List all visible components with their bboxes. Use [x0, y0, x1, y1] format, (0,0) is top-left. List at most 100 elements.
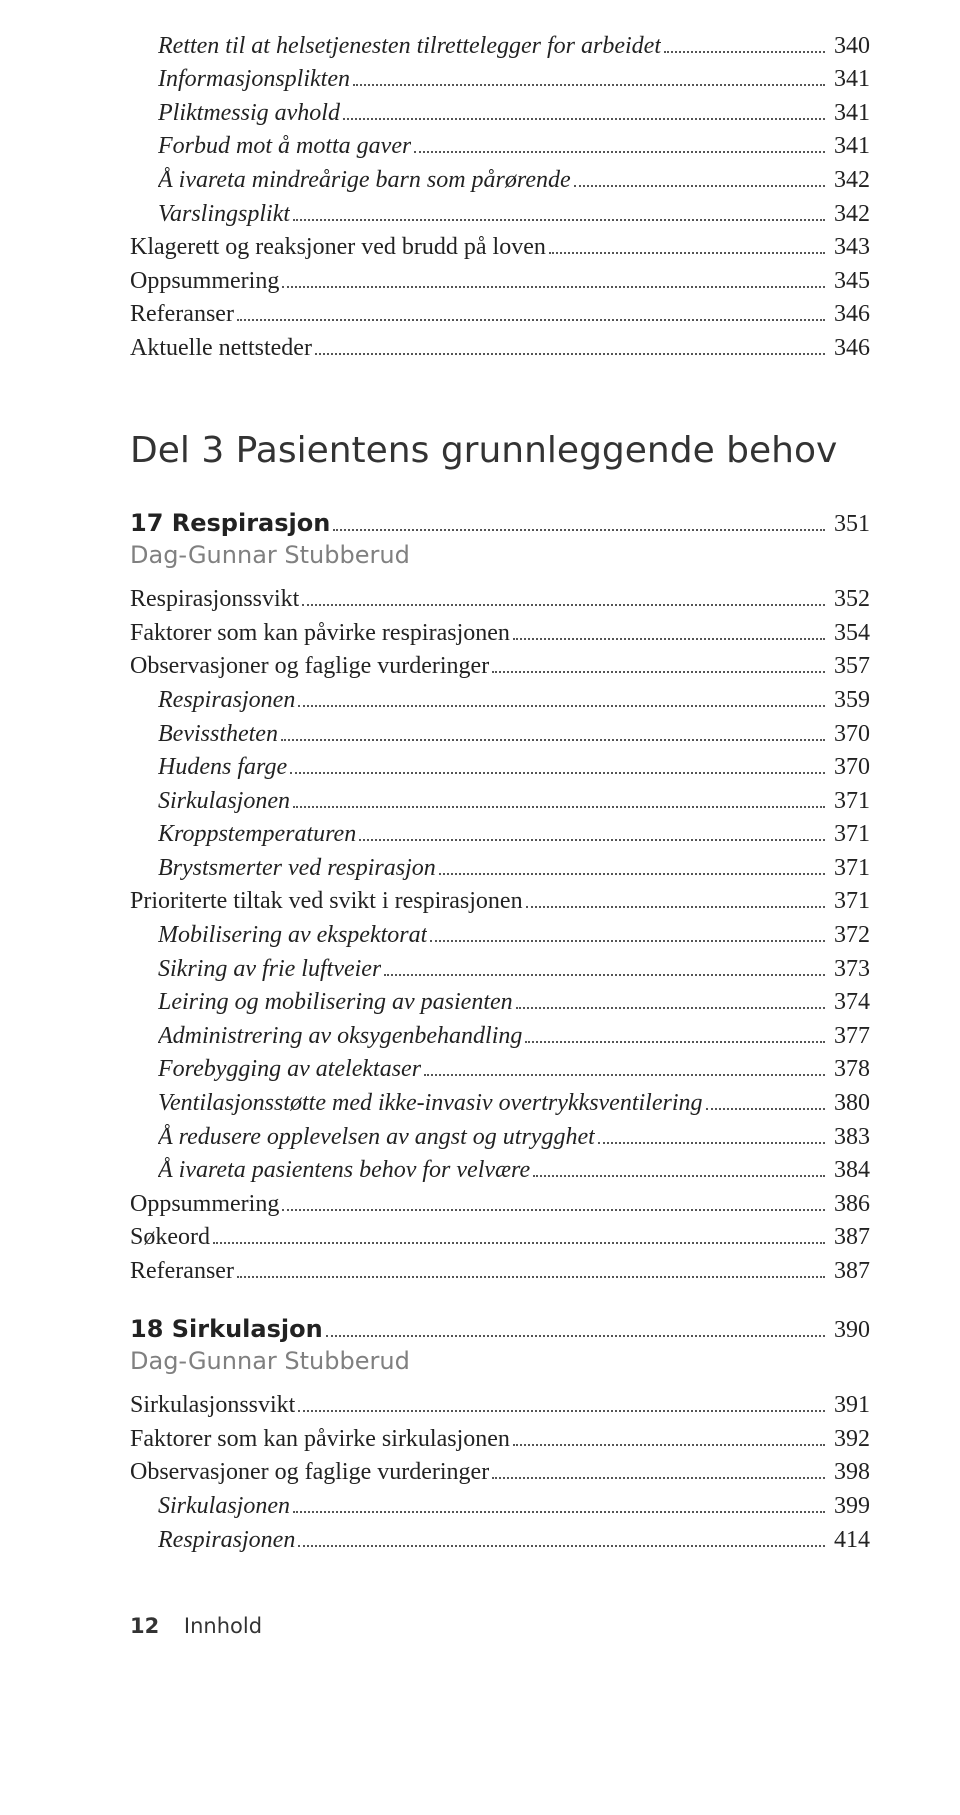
toc-top-page: 341	[828, 133, 870, 160]
leader	[282, 264, 825, 288]
toc-ch17-row: Respirasjonen359	[130, 683, 870, 714]
toc-top-label: Retten til at helsetjenesten tilretteleg…	[158, 33, 661, 60]
toc-ch17-page: 384	[828, 1157, 870, 1184]
toc-top-page: 341	[828, 66, 870, 93]
leader	[293, 197, 825, 221]
leader	[298, 1389, 825, 1413]
leader	[237, 298, 825, 322]
toc-ch17-page: 387	[828, 1224, 870, 1251]
toc-ch17-row: Søkeord 387	[130, 1221, 870, 1252]
leader	[237, 1254, 825, 1278]
toc-ch17-label: Å ivareta pasientens behov for velvære	[158, 1157, 530, 1184]
leader	[359, 818, 825, 842]
toc-ch17-label: Respirasjonen	[158, 687, 295, 714]
toc-ch17-label: Forebygging av atelektaser	[158, 1056, 421, 1083]
leader	[293, 1489, 825, 1513]
leader	[706, 1086, 826, 1110]
toc-ch18-row: Sirkulasjonssvikt391	[130, 1389, 870, 1420]
leader	[326, 1313, 825, 1337]
toc-ch17-page: 383	[828, 1124, 870, 1151]
leader	[513, 1422, 825, 1446]
toc-top-row: Oppsummering 345	[130, 264, 870, 295]
toc-top-page: 346	[828, 335, 870, 362]
toc-ch17-page: 377	[828, 1023, 870, 1050]
toc-top-label: Varslingsplikt	[158, 201, 290, 228]
toc-ch17-label: Sikring av frie luftveier	[158, 956, 381, 983]
toc-top-page: 345	[828, 268, 870, 295]
leader	[430, 918, 825, 942]
leader	[213, 1221, 825, 1245]
chapter-18-author: Dag-Gunnar Stubberud	[130, 1347, 870, 1375]
leader	[549, 231, 825, 255]
toc-ch18-page: 399	[828, 1493, 870, 1520]
footer-section-name: Innhold	[184, 1614, 262, 1638]
toc-top-row: Pliktmessig avhold341	[130, 96, 870, 127]
leader	[293, 784, 825, 808]
toc-ch17-row: Mobilisering av ekspektorat 372	[130, 918, 870, 949]
toc-ch17-row: Å redusere opplevelsen av angst og utryg…	[130, 1120, 870, 1151]
toc-top-page: 346	[828, 301, 870, 328]
leader	[424, 1053, 825, 1077]
toc-top-page: 340	[828, 33, 870, 60]
toc-top-label: Oppsummering	[130, 268, 279, 295]
toc-ch17-page: 371	[828, 888, 870, 915]
toc-ch17-label: Sirkulasjonen	[158, 788, 290, 815]
leader	[516, 986, 825, 1010]
leader	[492, 650, 825, 674]
toc-section-ch18: Sirkulasjonssvikt391Faktorer som kan påv…	[130, 1389, 870, 1554]
toc-ch17-page: 371	[828, 821, 870, 848]
toc-top-row: Varslingsplikt342	[130, 197, 870, 228]
toc-ch17-page: 371	[828, 788, 870, 815]
toc-top-page: 343	[828, 234, 870, 261]
toc-top-row: Referanser346	[130, 298, 870, 329]
leader	[290, 751, 825, 775]
leader	[282, 1187, 825, 1211]
toc-ch17-row: Leiring og mobilisering av pasienten374	[130, 986, 870, 1017]
toc-top-label: Aktuelle nettsteder	[130, 335, 312, 362]
toc-ch18-label: Sirkulasjonen	[158, 1493, 290, 1520]
toc-ch17-label: Mobilisering av ekspektorat	[158, 922, 427, 949]
leader	[664, 29, 825, 53]
chapter-18-label: 18 Sirkulasjon	[130, 1315, 323, 1343]
toc-ch17-label: Faktorer som kan påvirke respirasjonen	[130, 620, 510, 647]
toc-ch18-page: 391	[828, 1392, 870, 1419]
toc-top-label: Forbud mot å motta gaver	[158, 133, 411, 160]
chapter-17-label: 17 Respirasjon	[130, 509, 330, 537]
toc-ch17-label: Bevisstheten	[158, 721, 278, 748]
toc-ch17-row: Ventilasjonsstøtte med ikke-invasiv over…	[130, 1086, 870, 1117]
leader	[315, 331, 825, 355]
leader	[533, 1154, 825, 1178]
toc-ch17-page: 372	[828, 922, 870, 949]
toc-ch18-label: Respirasjonen	[158, 1527, 295, 1554]
toc-ch17-label: Oppsummering	[130, 1191, 279, 1218]
toc-ch17-page: 380	[828, 1090, 870, 1117]
toc-ch17-row: Prioriterte tiltak ved svikt i respirasj…	[130, 885, 870, 916]
toc-section-top: Retten til at helsetjenesten tilretteleg…	[130, 29, 870, 362]
toc-ch17-page: 387	[828, 1258, 870, 1285]
toc-ch18-row: Faktorer som kan påvirke sirkulasjonen 39…	[130, 1422, 870, 1453]
toc-top-label: Å ivareta mindreårige barn som pårørende	[158, 167, 571, 194]
toc-ch17-page: 354	[828, 620, 870, 647]
part-title: Del 3 Pasientens grunnleggende behov	[130, 430, 870, 471]
toc-ch17-label: Leiring og mobilisering av pasienten	[158, 989, 513, 1016]
toc-top-row: Forbud mot å motta gaver 341	[130, 130, 870, 161]
toc-top-row: Informasjonsplikten341	[130, 63, 870, 94]
toc-ch18-page: 392	[828, 1426, 870, 1453]
toc-ch17-row: Hudens farge370	[130, 751, 870, 782]
toc-ch17-label: Prioriterte tiltak ved svikt i respirasj…	[130, 888, 523, 915]
toc-top-label: Klagerett og reaksjoner ved brudd på lov…	[130, 234, 546, 261]
page-footer: 12 Innhold	[130, 1614, 870, 1638]
toc-ch17-row: Observasjoner og faglige vurderinger357	[130, 650, 870, 681]
leader	[414, 130, 825, 154]
toc-ch17-label: Respirasjonssvikt	[130, 586, 299, 613]
toc-ch17-label: Søkeord	[130, 1224, 210, 1251]
toc-ch17-label: Referanser	[130, 1258, 234, 1285]
toc-ch18-row: Sirkulasjonen 399	[130, 1489, 870, 1520]
toc-ch17-row: Kroppstemperaturen 371	[130, 818, 870, 849]
toc-ch18-label: Faktorer som kan påvirke sirkulasjonen	[130, 1426, 510, 1453]
toc-top-row: Retten til at helsetjenesten tilretteleg…	[130, 29, 870, 60]
toc-ch17-row: Brystsmerter ved respirasjon371	[130, 851, 870, 882]
leader	[302, 583, 825, 607]
toc-ch17-row: Oppsummering386	[130, 1187, 870, 1218]
toc-ch17-label: Kroppstemperaturen	[158, 821, 356, 848]
